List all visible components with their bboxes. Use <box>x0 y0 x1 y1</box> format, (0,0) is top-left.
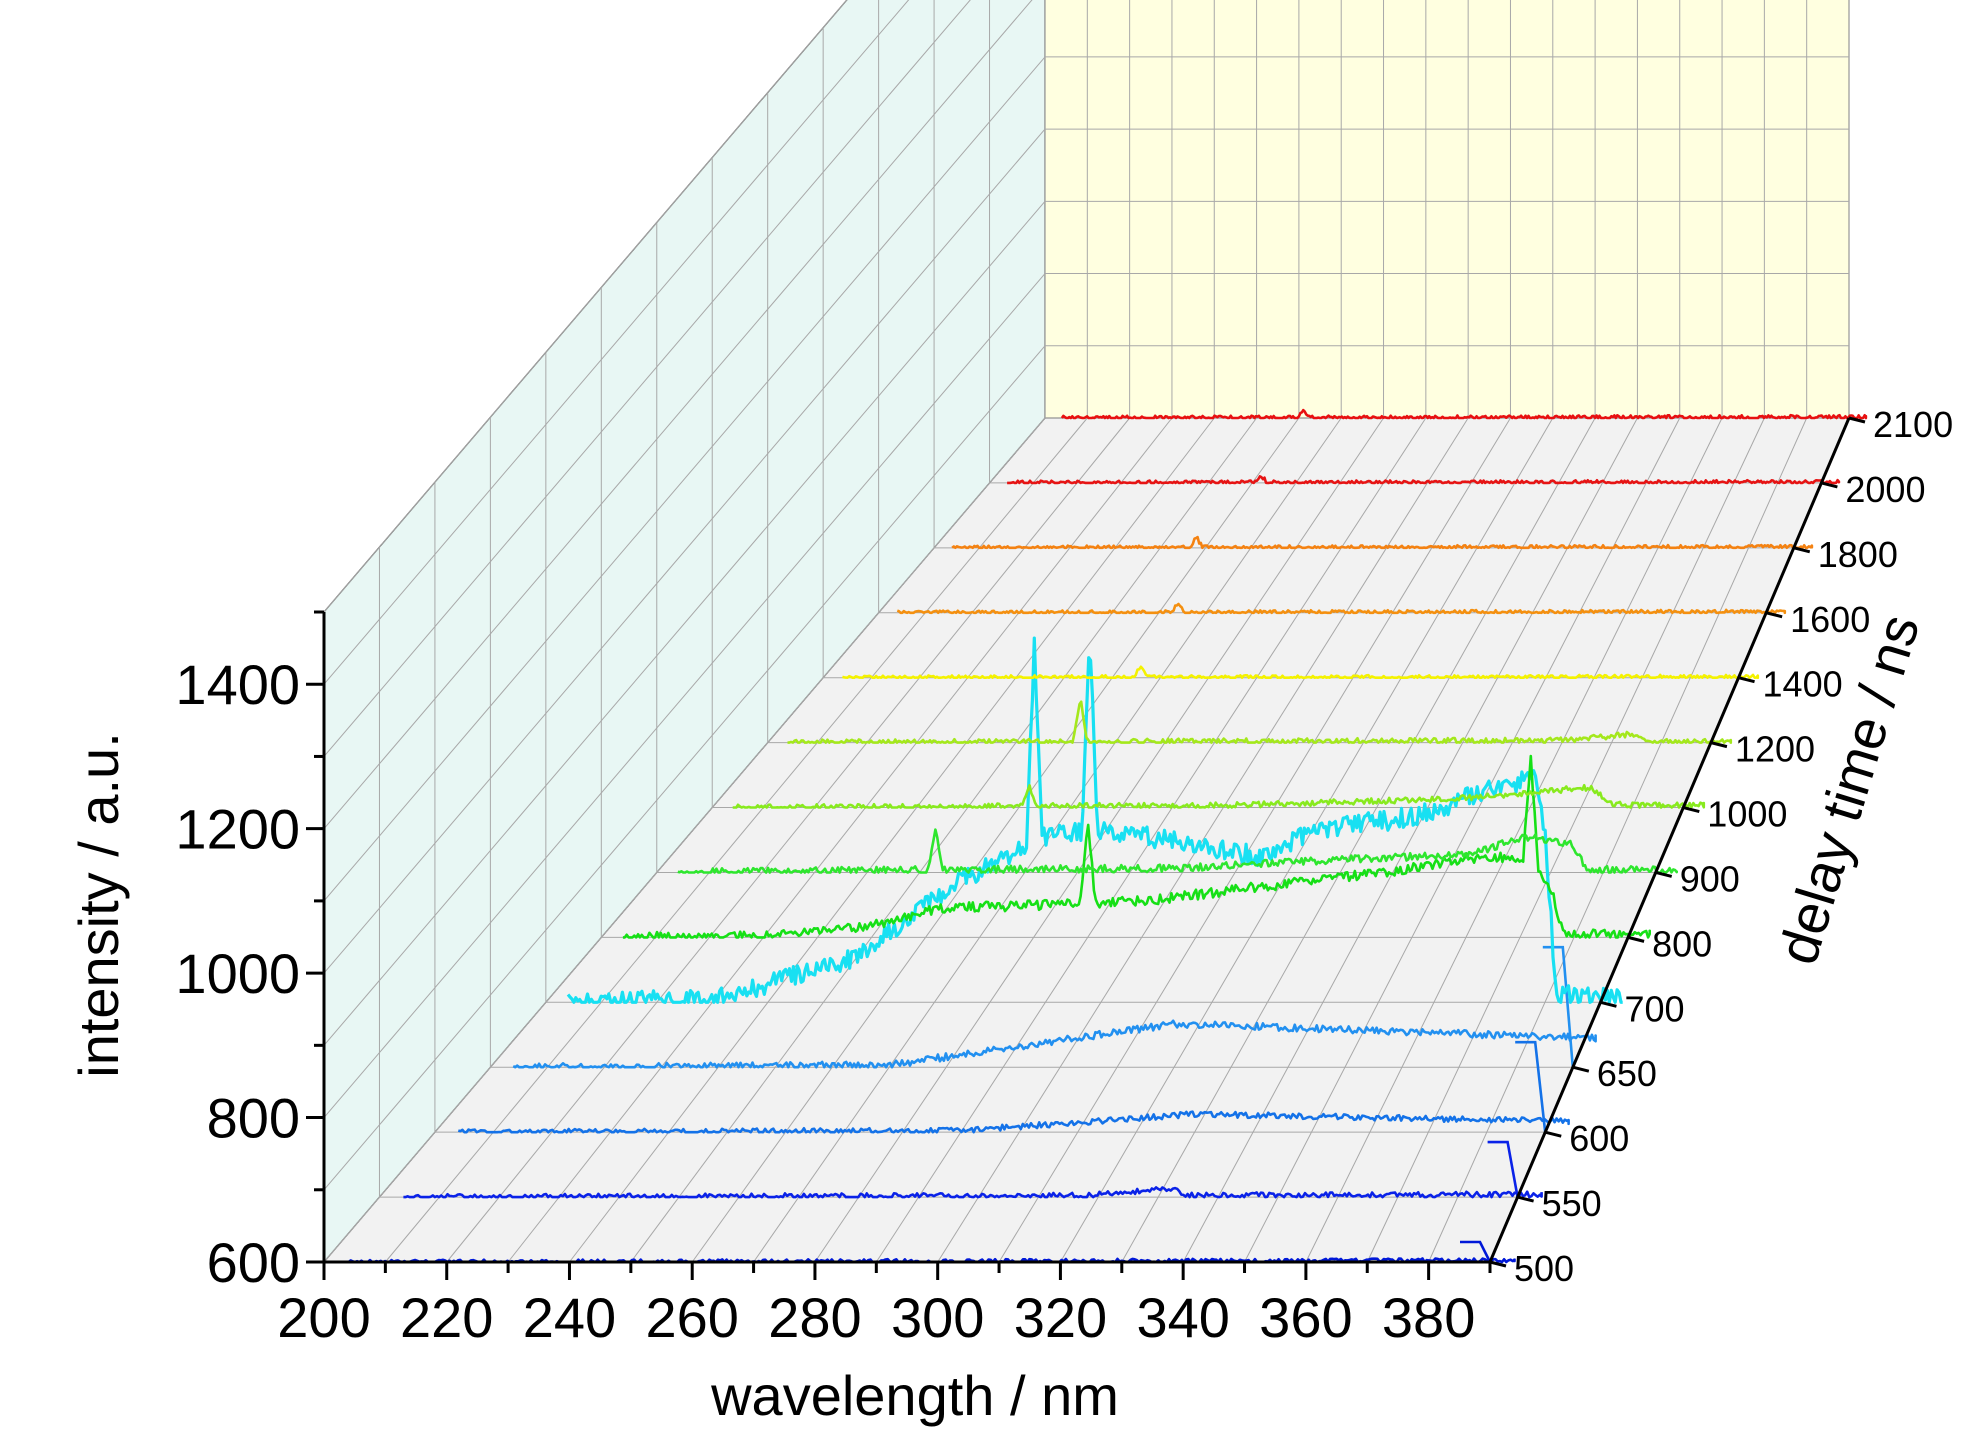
z-tick-mark <box>1765 611 1783 619</box>
z-tick-label: 2100 <box>1873 404 1953 445</box>
x-tick-label: 300 <box>891 1286 984 1349</box>
y-tick-label: 800 <box>207 1087 300 1150</box>
z-tick-label: 700 <box>1624 988 1684 1029</box>
series-line-2000 <box>1007 475 1841 485</box>
series-group <box>347 408 1868 1264</box>
series-line-2100 <box>1060 408 1868 420</box>
floor-grid-line <box>691 417 1300 1263</box>
y-tick-label: 600 <box>207 1231 300 1294</box>
z-tick-label: 500 <box>1514 1248 1574 1289</box>
floor-grid-line <box>1244 417 1681 1263</box>
z-axis-label: delay time / ns <box>1765 607 1931 971</box>
z-tick-label: 800 <box>1652 923 1712 964</box>
floor-grid-line <box>814 417 1384 1263</box>
series-edge-500 <box>1460 1240 1492 1263</box>
series-line-900 <box>677 828 1678 874</box>
side-grid-line <box>323 273 1046 1118</box>
series-line-550 <box>403 1186 1543 1199</box>
z-tick-label: 1200 <box>1735 729 1815 770</box>
side-grid-line <box>323 128 1046 974</box>
z-tick-label: 650 <box>1597 1053 1657 1094</box>
y-tick-label: 1400 <box>175 653 300 716</box>
x-tick-label: 220 <box>400 1286 493 1349</box>
series-line-700 <box>566 636 1623 1004</box>
side-grid-line <box>323 0 1033 829</box>
floor-grid-line <box>1182 417 1638 1263</box>
z-axis-line <box>1488 417 1851 1263</box>
back-wall <box>1044 0 1850 419</box>
z-tick-mark <box>1793 546 1811 554</box>
series-line-1400 <box>842 665 1760 680</box>
z-tick-label: 600 <box>1569 1118 1629 1159</box>
z-tick-label: 1400 <box>1763 664 1843 705</box>
floor-grid-line <box>937 417 1469 1263</box>
side-grid-line <box>323 345 1046 1191</box>
z-tick-label: 1000 <box>1707 794 1787 835</box>
x-tick-label: 280 <box>768 1286 861 1349</box>
floor-grid-line <box>1121 417 1596 1263</box>
series-line-1800 <box>951 535 1814 550</box>
z-tick-mark <box>1848 416 1866 424</box>
z-tick-mark <box>1517 1195 1534 1203</box>
z-tick-label: 1600 <box>1790 599 1870 640</box>
series-line-1600 <box>896 602 1787 615</box>
floor-grid-line <box>998 417 1511 1263</box>
floor-grid-line <box>875 417 1427 1263</box>
series-edge-600 <box>1515 1040 1547 1133</box>
side-grid-line <box>323 0 848 613</box>
side-grid-line <box>323 417 1046 1263</box>
floor-grid-line <box>630 417 1257 1263</box>
z-tick-mark <box>1544 1130 1562 1138</box>
side-grid-line <box>323 0 971 757</box>
floor-grid-line <box>507 417 1173 1263</box>
side-grid-line <box>323 56 1046 902</box>
x-tick-label: 380 <box>1382 1286 1475 1349</box>
z-tick-mark <box>1710 741 1728 749</box>
z-tick-label: 550 <box>1542 1183 1602 1224</box>
x-tick-label: 200 <box>277 1286 370 1349</box>
z-tick-label: 1800 <box>1818 534 1898 575</box>
series-edge-550 <box>1487 1140 1519 1198</box>
floor-grid-line <box>1059 417 1554 1263</box>
z-tick-mark <box>1627 935 1645 943</box>
x-tick-label: 320 <box>1014 1286 1107 1349</box>
z-tick-mark <box>1738 676 1755 684</box>
x-tick-label: 340 <box>1136 1286 1229 1349</box>
z-tick-mark <box>1682 806 1700 813</box>
z-tick-mark <box>1489 1260 1507 1268</box>
x-tick-label: 260 <box>645 1286 738 1349</box>
y-tick-label: 1000 <box>175 942 300 1005</box>
floor-grid-line <box>446 417 1131 1263</box>
axes <box>322 417 1851 1264</box>
series-line-800 <box>622 754 1651 939</box>
series-line-1000 <box>732 783 1706 809</box>
side-grid-line <box>323 201 1046 1046</box>
z-tick-label: 2000 <box>1845 469 1925 510</box>
series-line-650 <box>512 1019 1597 1069</box>
y-axis-label: intensity / a.u. <box>67 732 130 1078</box>
floor-grid-line <box>569 417 1215 1263</box>
z-tick-mark <box>1600 1000 1617 1008</box>
tick-labels: 200 220 240 260 280 300 320 340 360 380 600 800 1000… <box>175 404 1953 1349</box>
x-tick-label: 240 <box>523 1286 616 1349</box>
z-tick-mark <box>1572 1065 1590 1073</box>
series-line-600 <box>457 1110 1570 1134</box>
x-tick-label: 360 <box>1259 1286 1352 1349</box>
x-axis-label: wavelength / nm <box>710 1364 1119 1427</box>
z-tick-label: 900 <box>1680 858 1740 899</box>
y-tick-label: 1200 <box>175 798 300 861</box>
z-tick-mark <box>1821 481 1838 489</box>
floor-grid-line <box>1366 417 1765 1263</box>
floor-grid-line <box>384 417 1088 1263</box>
side-grid-line <box>323 0 910 685</box>
z-tick-mark <box>1655 871 1673 878</box>
series-edge-650 <box>1542 945 1575 1068</box>
series-line-1200 <box>787 700 1733 744</box>
